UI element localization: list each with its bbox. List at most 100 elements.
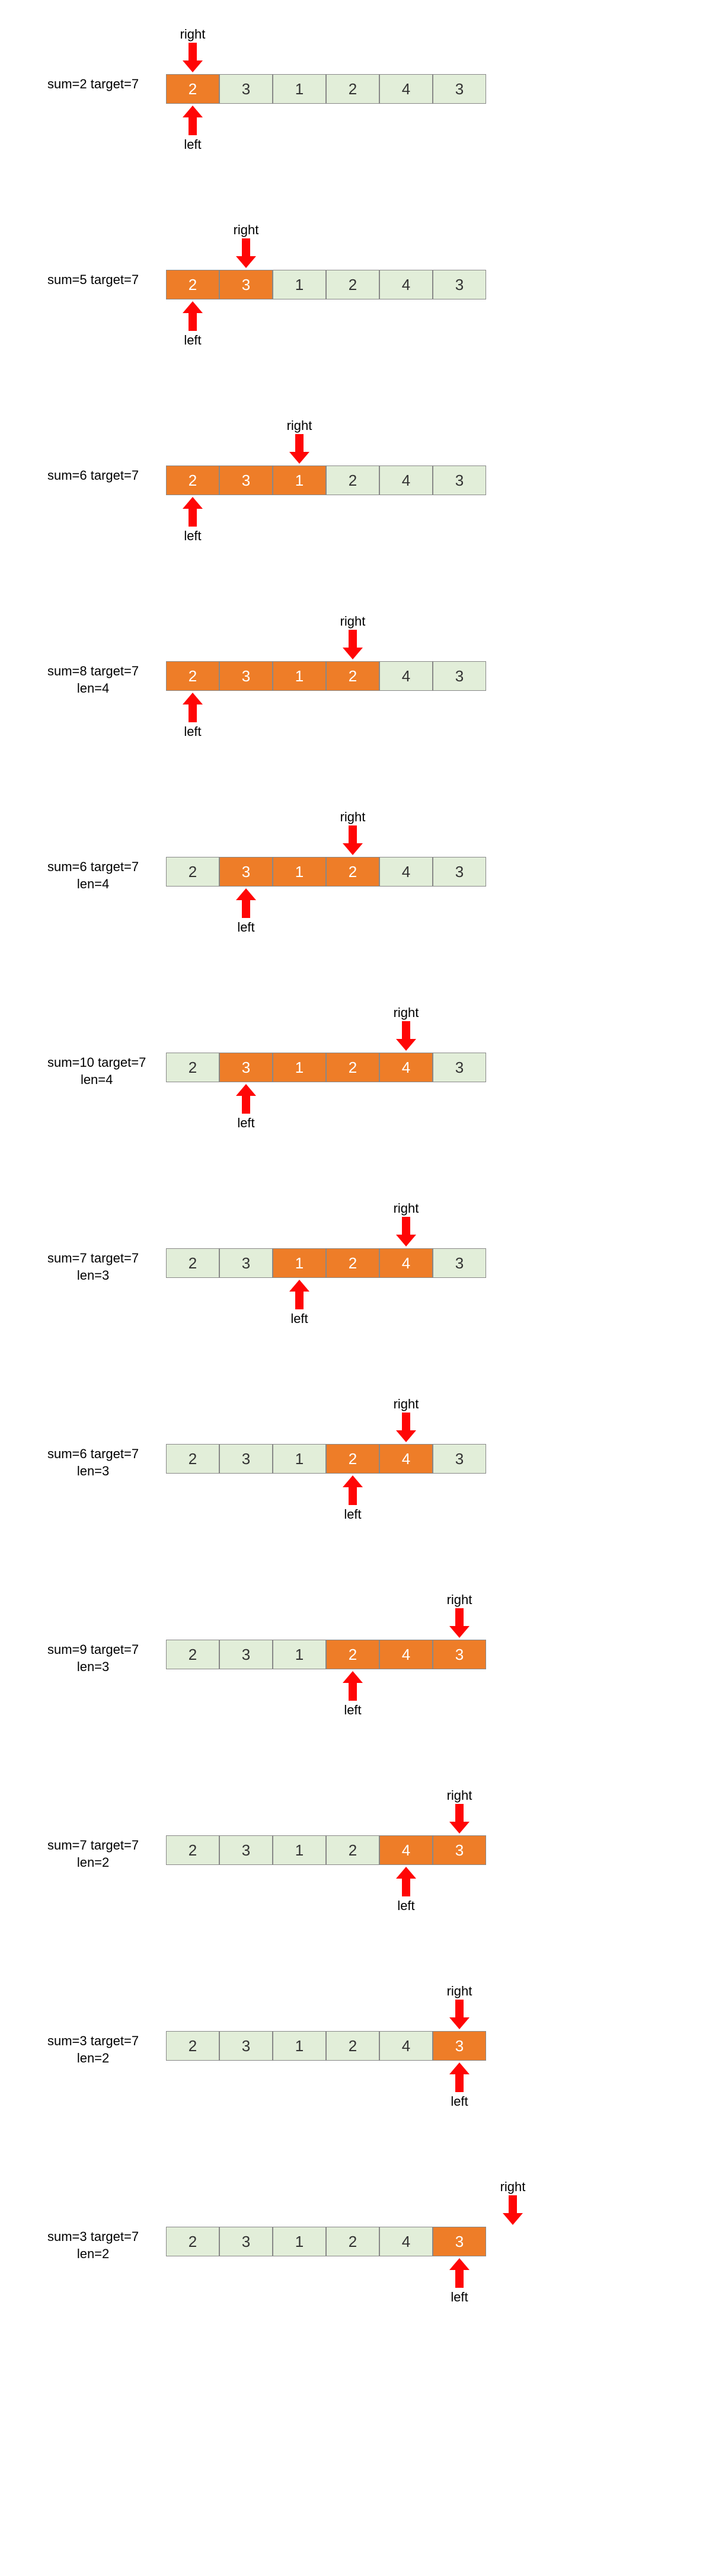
array-cell: 4 (379, 857, 433, 887)
step-2: sum=6 target=7231243rightleft (12, 415, 697, 534)
array-cell: 4 (379, 74, 433, 104)
array-cell: 3 (433, 1444, 486, 1474)
step-info: sum=7 target=7len=3 (47, 1250, 139, 1284)
array-cell: 4 (379, 466, 433, 495)
right-arrow (326, 630, 379, 659)
array-cell: 1 (273, 2227, 326, 2256)
array-cell: 1 (273, 661, 326, 691)
array-cell: 1 (273, 2031, 326, 2061)
step-info: sum=10 target=7len=4 (47, 1054, 146, 1088)
step-8: sum=9 target=7len=3231243rightleft (12, 1589, 697, 1708)
array-cell: 2 (166, 661, 219, 691)
left-arrow (219, 1084, 273, 1114)
step-info: sum=8 target=7len=4 (47, 663, 139, 697)
step-info: sum=9 target=7len=3 (47, 1641, 139, 1675)
step-info: sum=2 target=7 (47, 76, 139, 93)
array-cell: 3 (433, 857, 486, 887)
left-arrow (273, 1280, 326, 1309)
left-label: left (433, 2094, 486, 2109)
right-arrow (273, 434, 326, 464)
step-10: sum=3 target=7len=2231243rightleft (12, 1981, 697, 2099)
array-cell: 3 (433, 1835, 486, 1865)
array: 231243 (166, 1053, 486, 1082)
array-cell: 3 (219, 1444, 273, 1474)
left-label: left (166, 333, 219, 348)
step-0: sum=2 target=7231243rightleft (12, 24, 697, 142)
array-cell: 3 (433, 1053, 486, 1082)
step-6: sum=7 target=7len=3231243rightleft (12, 1198, 697, 1316)
array-cell: 3 (433, 74, 486, 104)
array-cell: 4 (379, 1053, 433, 1082)
array: 231243 (166, 2031, 486, 2061)
array-cell: 1 (273, 270, 326, 299)
left-label: left (379, 1898, 433, 1914)
array-cell: 2 (166, 1248, 219, 1278)
array-cell: 2 (166, 1053, 219, 1082)
array-cell: 2 (166, 2227, 219, 2256)
right-label: right (433, 1984, 486, 1999)
right-label: right (379, 1201, 433, 1216)
array-cell: 3 (433, 1640, 486, 1669)
left-arrow (166, 497, 219, 527)
array-cell: 2 (326, 2031, 379, 2061)
array-cell: 2 (166, 1444, 219, 1474)
step-info: sum=5 target=7 (47, 272, 139, 289)
array-cell: 2 (326, 466, 379, 495)
array: 231243 (166, 466, 486, 495)
step-3: sum=8 target=7len=4231243rightleft (12, 611, 697, 729)
right-arrow (379, 1413, 433, 1442)
array-cell: 3 (433, 1248, 486, 1278)
array-cell: 3 (433, 2227, 486, 2256)
right-arrow (486, 2195, 539, 2225)
step-info: sum=3 target=7len=2 (47, 2229, 139, 2262)
array-cell: 2 (166, 857, 219, 887)
array-cell: 2 (166, 1835, 219, 1865)
step-info: sum=6 target=7 (47, 467, 139, 484)
array-cell: 3 (219, 74, 273, 104)
array-cell: 1 (273, 1835, 326, 1865)
array-cell: 3 (219, 1053, 273, 1082)
right-arrow (379, 1021, 433, 1051)
step-4: sum=6 target=7len=4231243rightleft (12, 806, 697, 925)
left-arrow (166, 301, 219, 331)
right-label: right (273, 418, 326, 433)
left-arrow (433, 2258, 486, 2288)
step-info: sum=6 target=7len=4 (47, 859, 139, 892)
array: 231243 (166, 74, 486, 104)
right-label: right (486, 2179, 539, 2195)
array-cell: 3 (433, 270, 486, 299)
left-arrow (379, 1867, 433, 1896)
right-arrow (379, 1217, 433, 1246)
left-arrow (326, 1671, 379, 1701)
right-arrow (433, 1804, 486, 1834)
array: 231243 (166, 857, 486, 887)
array-cell: 4 (379, 2227, 433, 2256)
array-cell: 3 (219, 1248, 273, 1278)
array-cell: 4 (379, 270, 433, 299)
array-cell: 2 (166, 74, 219, 104)
array-cell: 2 (326, 857, 379, 887)
array-cell: 3 (219, 2031, 273, 2061)
array-cell: 1 (273, 74, 326, 104)
right-label: right (379, 1005, 433, 1021)
array-cell: 3 (433, 661, 486, 691)
left-label: left (166, 528, 219, 544)
array-cell: 2 (326, 1835, 379, 1865)
array-cell: 4 (379, 1444, 433, 1474)
array-cell: 2 (326, 1444, 379, 1474)
array: 231243 (166, 270, 486, 299)
right-label: right (166, 27, 219, 42)
array-cell: 2 (166, 466, 219, 495)
left-arrow (166, 106, 219, 135)
array-cell: 2 (166, 2031, 219, 2061)
array: 231243 (166, 1248, 486, 1278)
array-cell: 2 (166, 1640, 219, 1669)
right-label: right (379, 1397, 433, 1412)
step-7: sum=6 target=7len=3231243rightleft (12, 1394, 697, 1512)
left-label: left (166, 137, 219, 152)
array-cell: 2 (326, 1640, 379, 1669)
array-cell: 3 (219, 857, 273, 887)
array-cell: 1 (273, 466, 326, 495)
step-info: sum=6 target=7len=3 (47, 1446, 139, 1480)
array-cell: 3 (433, 2031, 486, 2061)
